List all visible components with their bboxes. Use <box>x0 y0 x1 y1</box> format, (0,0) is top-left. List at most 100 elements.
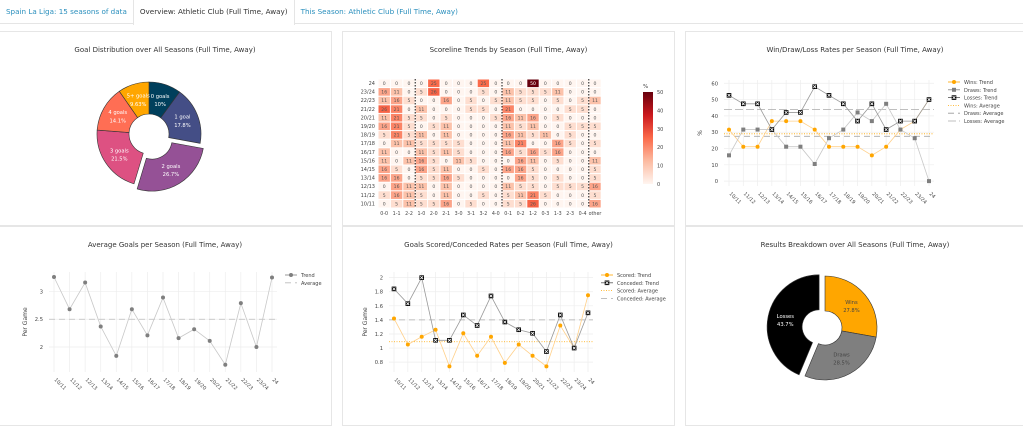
colorbar-tick-label: 20 <box>657 145 663 151</box>
heatmap-cell-value: 5 <box>519 90 522 96</box>
heatmap-cell-value: 11 <box>555 90 561 96</box>
heatmap-cell <box>514 131 527 139</box>
heatmap-cell <box>452 122 465 131</box>
heatmap-cell-value: 0 <box>408 150 411 156</box>
data-point <box>502 319 508 325</box>
legend-label: Conceded: Trend <box>617 281 659 287</box>
tab-league-overview[interactable]: Spain La Liga: 15 seasons of data <box>6 7 127 16</box>
heatmap-cell <box>465 165 477 174</box>
tab-team-overview[interactable]: Overview: Athletic Club (Full Time, Away… <box>132 0 295 25</box>
heatmap-cell-value: 0 <box>470 81 473 87</box>
heatmap-col-label: 0-4 <box>579 211 587 217</box>
heatmap-cell-value: 0 <box>494 150 497 156</box>
panel-title: Win/Draw/Loss Rates per Season (Full Tim… <box>766 46 944 54</box>
results-breakdown-chart: Wins 27.8% Draws 28.5% Losses 43.7% <box>766 274 878 381</box>
slice-label: Draws <box>833 352 850 358</box>
average-goals-chart: 2 2.5 3 10/11 11/12 12/13 13/14 14/15 15/16 16/17… <box>22 272 322 392</box>
heatmap-cell <box>564 156 576 165</box>
heatmap-cell <box>403 79 415 88</box>
heatmap-cell <box>564 191 576 199</box>
heatmap-cell <box>378 148 390 156</box>
heatmap-row-label: 16/17 <box>361 150 375 156</box>
heatmap-cell-value: 5 <box>519 184 522 190</box>
data-point <box>98 324 103 329</box>
heatmap-row-label: 24 <box>369 81 375 87</box>
marker-x <box>727 93 731 98</box>
heatmap-cell-value: 0 <box>457 167 460 173</box>
heatmap-cell <box>403 131 415 139</box>
heatmap-cell <box>378 96 390 105</box>
heatmap-cell-value: 5 <box>556 158 559 164</box>
heatmap-cell-value: 16 <box>381 176 387 182</box>
heatmap-cell-value: 0 <box>556 201 559 207</box>
data-point <box>740 101 746 107</box>
data-point <box>571 345 577 351</box>
x-tick-label: 22/23 <box>899 191 913 205</box>
data-point <box>784 119 789 124</box>
heatmap-cell-value: 16 <box>518 176 524 182</box>
heatmap-cell-value: 0 <box>457 107 460 113</box>
heatmap-cell-value: 11 <box>505 90 511 96</box>
heatmap-cell <box>452 79 465 88</box>
heatmap-cell <box>415 191 428 199</box>
x-tick-label: 16/17 <box>813 191 827 205</box>
heatmap-cell-value: 0 <box>470 193 473 199</box>
heatmap-cell-value: 11 <box>406 141 412 147</box>
heatmap-cell-value: 5 <box>470 201 473 207</box>
heatmap-cell <box>527 148 539 156</box>
heatmap-cell-value: 5 <box>556 176 559 182</box>
heatmap-cell-value: 25 <box>431 81 437 87</box>
heatmap-cell-value: 0 <box>408 107 411 113</box>
heatmap-cell-value: 0 <box>544 98 547 104</box>
heatmap-cell <box>452 105 465 113</box>
heatmap-cell-value: 0 <box>569 176 572 182</box>
heatmap-col-label: 3-0 <box>455 211 463 217</box>
heatmap-cell <box>539 148 552 156</box>
tab-this-season[interactable]: This Season: Athletic Club (Full Time, A… <box>300 7 458 16</box>
data-point <box>869 119 874 124</box>
heatmap-cell-value: 5 <box>482 193 485 199</box>
heatmap-cell <box>465 131 477 139</box>
heatmap-cell-value: 5 <box>408 98 411 104</box>
heatmap-cell <box>539 113 552 122</box>
heatmap-cell <box>576 148 589 156</box>
heatmap-cell <box>490 139 502 148</box>
panel-title: Goals Scored/Conceded Rates per Season (… <box>404 241 613 249</box>
slice-value: 26.7% <box>163 172 180 178</box>
y-tick-label: 2 <box>40 345 43 351</box>
heatmap-cell <box>465 191 477 199</box>
heatmap-cell-value: 0 <box>470 167 473 173</box>
heatmap-cell <box>390 79 403 88</box>
data-point <box>812 84 818 89</box>
heatmap-cell-value: 0 <box>581 141 584 147</box>
heatmap-cell <box>502 165 514 174</box>
heatmap-cell <box>576 182 589 191</box>
heatmap-cell <box>428 122 440 131</box>
data-point <box>516 327 522 333</box>
heatmap-cell <box>390 191 403 199</box>
heatmap-cell <box>589 165 601 174</box>
heatmap-cell <box>576 165 589 174</box>
heatmap-cell-value: 0 <box>569 98 572 104</box>
marker-x <box>952 95 956 100</box>
heatmap-row-label: 14/15 <box>361 167 375 173</box>
heatmap-cell-value: 26 <box>431 90 437 96</box>
heatmap-cell-value: 5 <box>519 124 522 130</box>
x-tick-label: 18/19 <box>177 377 191 391</box>
heatmap-cell <box>564 199 576 208</box>
heatmap-cell <box>552 191 564 199</box>
heatmap-cell <box>378 79 390 88</box>
heatmap-cell-value: 5 <box>420 201 423 207</box>
heatmap-cell-value: 0 <box>482 150 485 156</box>
heatmap-cell-value: 0 <box>457 98 460 104</box>
heatmap-cell <box>465 96 477 105</box>
panel-results-breakdown: Results Breakdown over All Seasons (Full… <box>685 226 1023 426</box>
heatmap-cell <box>514 156 527 165</box>
heatmap-cell <box>465 174 477 182</box>
heatmap-cell <box>539 156 552 165</box>
heatmap-cell-value: 5 <box>482 90 485 96</box>
heatmap-cell <box>452 96 465 105</box>
heatmap-cell <box>552 139 564 148</box>
heatmap-cell-value: 5 <box>395 201 398 207</box>
heatmap-cell-value: 21 <box>505 107 511 113</box>
